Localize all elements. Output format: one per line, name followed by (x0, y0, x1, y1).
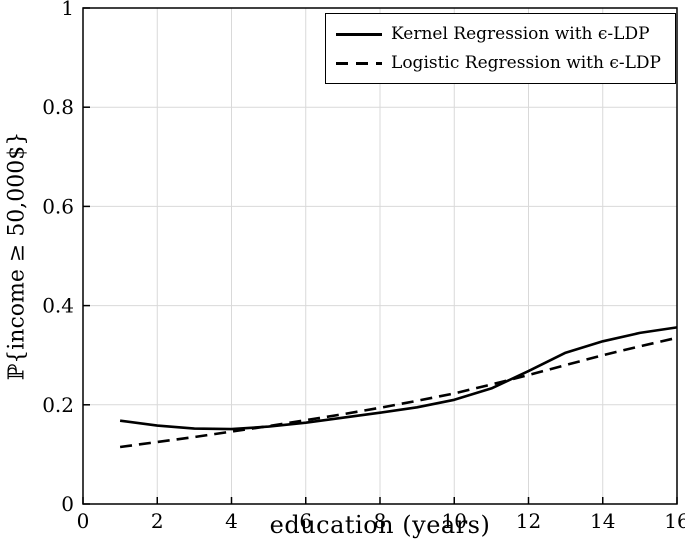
y-tick-label: 0.4 (42, 294, 74, 318)
dashed-line-sample (336, 61, 383, 65)
y-tick-label: 0.2 (42, 393, 74, 417)
series-line-logistic (119, 336, 678, 449)
y-axis-label: ℙ{income ≥ 50,000$} (4, 131, 30, 381)
x-tick-label: 4 (225, 509, 238, 533)
y-tick-label: 0.8 (42, 95, 74, 119)
x-tick-label: 0 (77, 509, 90, 533)
series-line-kernel (119, 326, 678, 431)
x-axis-label: education (years) (269, 511, 491, 539)
legend-item-kernel: Kernel Regression with ϵ-LDP (336, 24, 661, 44)
grid-layer (82, 7, 678, 505)
x-tick-label: 8 (374, 509, 387, 533)
legend-label-logistic: Logistic Regression with ϵ-LDP (391, 53, 661, 73)
legend-label-kernel: Kernel Regression with ϵ-LDP (391, 24, 650, 44)
y-tick-label: 1 (61, 0, 74, 20)
legend-item-logistic: Logistic Regression with ϵ-LDP (336, 53, 661, 73)
series-layer (119, 326, 678, 449)
x-tick-label: 14 (590, 509, 615, 533)
x-tick-label: 6 (299, 509, 312, 533)
x-tick-label: 10 (442, 509, 467, 533)
y-tick-label: 0 (61, 492, 74, 516)
solid-line-sample (336, 32, 383, 36)
x-tick-label: 12 (516, 509, 541, 533)
x-tick-label: 16 (664, 509, 685, 533)
x-tick-label: 2 (151, 509, 164, 533)
tick-layer (82, 7, 678, 505)
y-tick-label: 0.6 (42, 194, 74, 218)
tick-label-layer: 0 2 4 6 8 10 12 14 16 0 0.2 0.4 0.6 0.8 1 (42, 0, 685, 533)
legend: Kernel Regression with ϵ-LDP Logistic Re… (325, 13, 676, 84)
